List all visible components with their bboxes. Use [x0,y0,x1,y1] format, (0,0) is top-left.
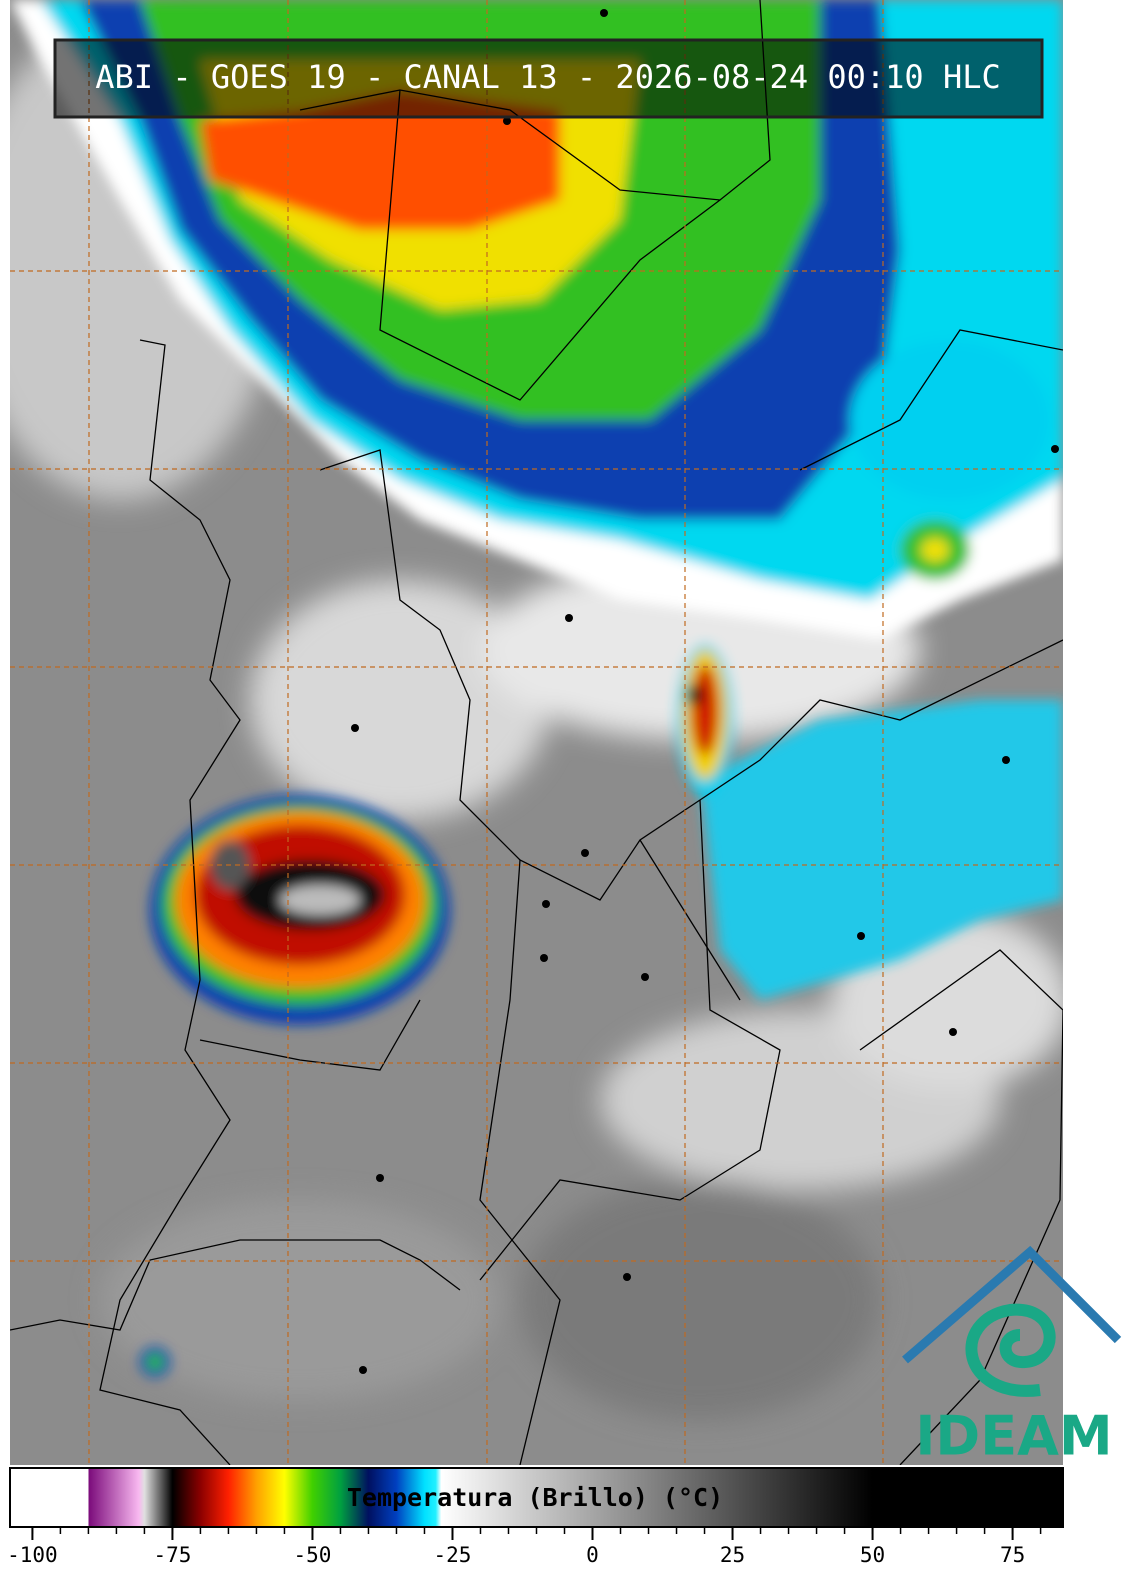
tick-label: -100 [7,1543,58,1567]
title-box [53,38,1044,119]
tick-label: -50 [293,1543,331,1567]
logo-roof [902,1245,1122,1364]
tick-label: -75 [153,1543,191,1567]
tick-label: 0 [586,1543,599,1567]
colorbar-label: Temperatura (Brillo) (°C) [347,1483,723,1512]
tick-label: 25 [720,1543,745,1567]
logo: IDEAM [902,1245,1122,1468]
title: ABI - GOES 19 - CANAL 13 - 2026-08-24 00… [95,58,1000,96]
tick-label: 75 [1000,1543,1025,1567]
tick-label: 50 [860,1543,885,1567]
logo-text: IDEAM [915,1405,1112,1468]
logo-swirl [965,1303,1056,1397]
tick-label: -25 [434,1543,472,1567]
satellite-image [10,0,1063,1465]
